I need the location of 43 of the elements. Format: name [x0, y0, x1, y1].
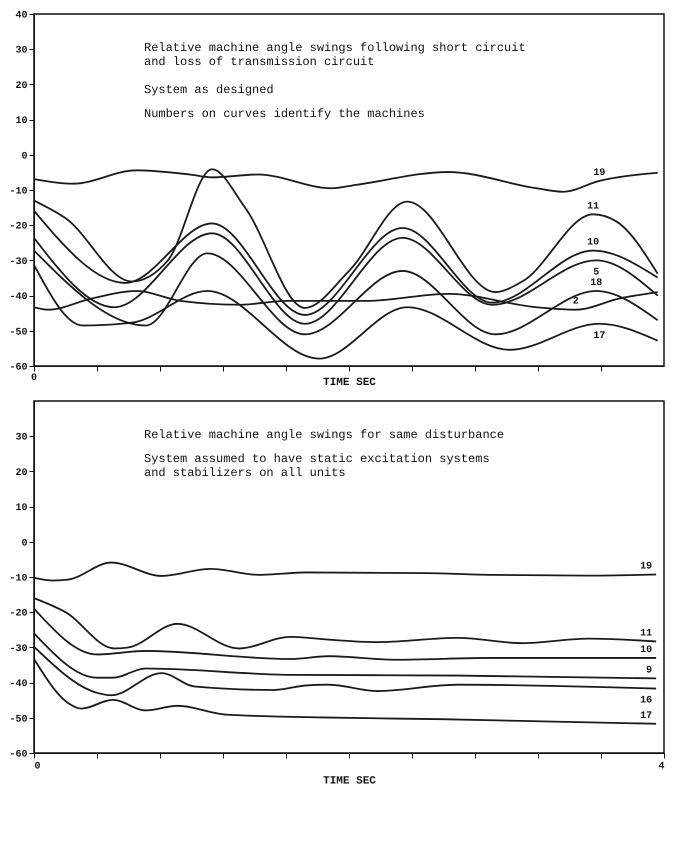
series-label: 19: [593, 168, 606, 179]
x-axis-title: TIME SEC: [323, 377, 376, 389]
y-tick-label: -60: [9, 362, 28, 374]
series-label: 10: [587, 238, 600, 249]
y-tick-label: 0: [21, 151, 28, 162]
y-tick-label: 20: [15, 80, 28, 92]
series-label: 17: [640, 710, 652, 722]
annotation: Relative machine angle swings following short circuit and loss of transmission circuit: [144, 41, 526, 69]
x-tick-label: 4: [658, 762, 664, 772]
annotation: Numbers on curves identify the machines: [144, 107, 425, 121]
annotation: System as designed: [144, 83, 274, 97]
y-tick-label: -40: [9, 679, 28, 690]
annotation: System assumed to have static excitation systems and stabilizers on all units: [144, 452, 490, 480]
y-tick-label: -20: [9, 222, 28, 233]
y-tick-label: -10: [9, 574, 28, 584]
series-label: 18: [590, 278, 602, 290]
series-label: 17: [593, 330, 606, 342]
series-label: 10: [640, 644, 652, 656]
y-tick-label: -30: [9, 644, 28, 655]
series-label: 11: [587, 201, 600, 212]
y-tick-label: 10: [15, 116, 28, 128]
series-label: 11: [640, 628, 652, 640]
annotation: Relative machine angle swings for same disturbance: [144, 428, 504, 442]
text: 0: [30, 373, 38, 384]
y-tick-label: -10: [9, 186, 28, 198]
y-tick-label: 10: [15, 503, 28, 514]
y-tick-label: 0: [21, 538, 28, 550]
series-label: 9: [646, 665, 652, 676]
y-tick-label: -30: [9, 256, 28, 268]
y-tick-label: -50: [9, 327, 28, 338]
y-tick-label: 20: [15, 468, 28, 479]
series-label: 2: [572, 296, 579, 308]
x-axis-title: TIME SEC: [323, 776, 376, 788]
y-tick-label: 30: [15, 46, 28, 57]
y-tick-label: -60: [9, 750, 28, 760]
y-tick-label: -20: [9, 608, 28, 620]
series-label: 16: [640, 696, 652, 707]
series-label: 19: [640, 562, 652, 573]
series-label: 5: [593, 267, 600, 278]
y-tick-label: 40: [15, 10, 28, 22]
y-tick-label: 30: [15, 432, 28, 444]
y-tick-label: -50: [9, 714, 28, 726]
y-tick-label: -40: [9, 292, 28, 304]
